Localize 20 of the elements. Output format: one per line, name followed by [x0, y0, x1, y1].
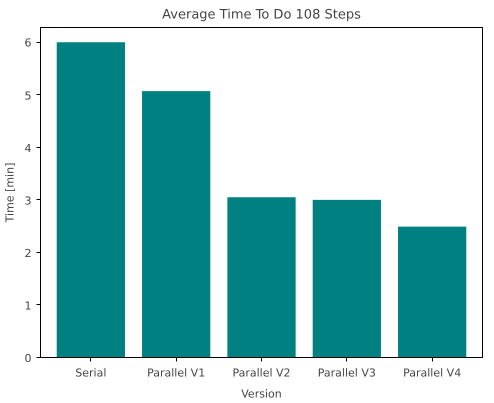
x-tick-label: Parallel V2 [232, 366, 291, 380]
bar [227, 197, 296, 358]
bar [312, 200, 381, 358]
y-tick-label: 0 [24, 352, 32, 365]
x-axis-title: Version [241, 388, 282, 400]
y-tick-label: 4 [24, 142, 32, 155]
chart-title: Average Time To Do 108 Steps [162, 8, 362, 22]
y-tick-label: 3 [24, 194, 32, 208]
y-tick-label: 6 [24, 36, 32, 50]
y-tick-label: 5 [24, 89, 32, 102]
x-tick-label: Parallel V3 [318, 366, 376, 380]
x-tick-label: Serial [75, 366, 106, 380]
bar [398, 226, 466, 358]
x-tick-label: Parallel V4 [403, 366, 462, 380]
bar [56, 42, 125, 358]
x-tick-label: Parallel V1 [147, 366, 206, 380]
y-tick-label: 2 [24, 246, 32, 260]
y-axis-title: Time [min] [4, 162, 16, 224]
bar [142, 91, 210, 358]
y-tick-label: 1 [24, 299, 32, 312]
